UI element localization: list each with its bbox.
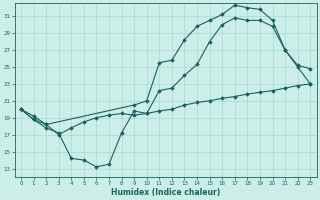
X-axis label: Humidex (Indice chaleur): Humidex (Indice chaleur) <box>111 188 220 197</box>
